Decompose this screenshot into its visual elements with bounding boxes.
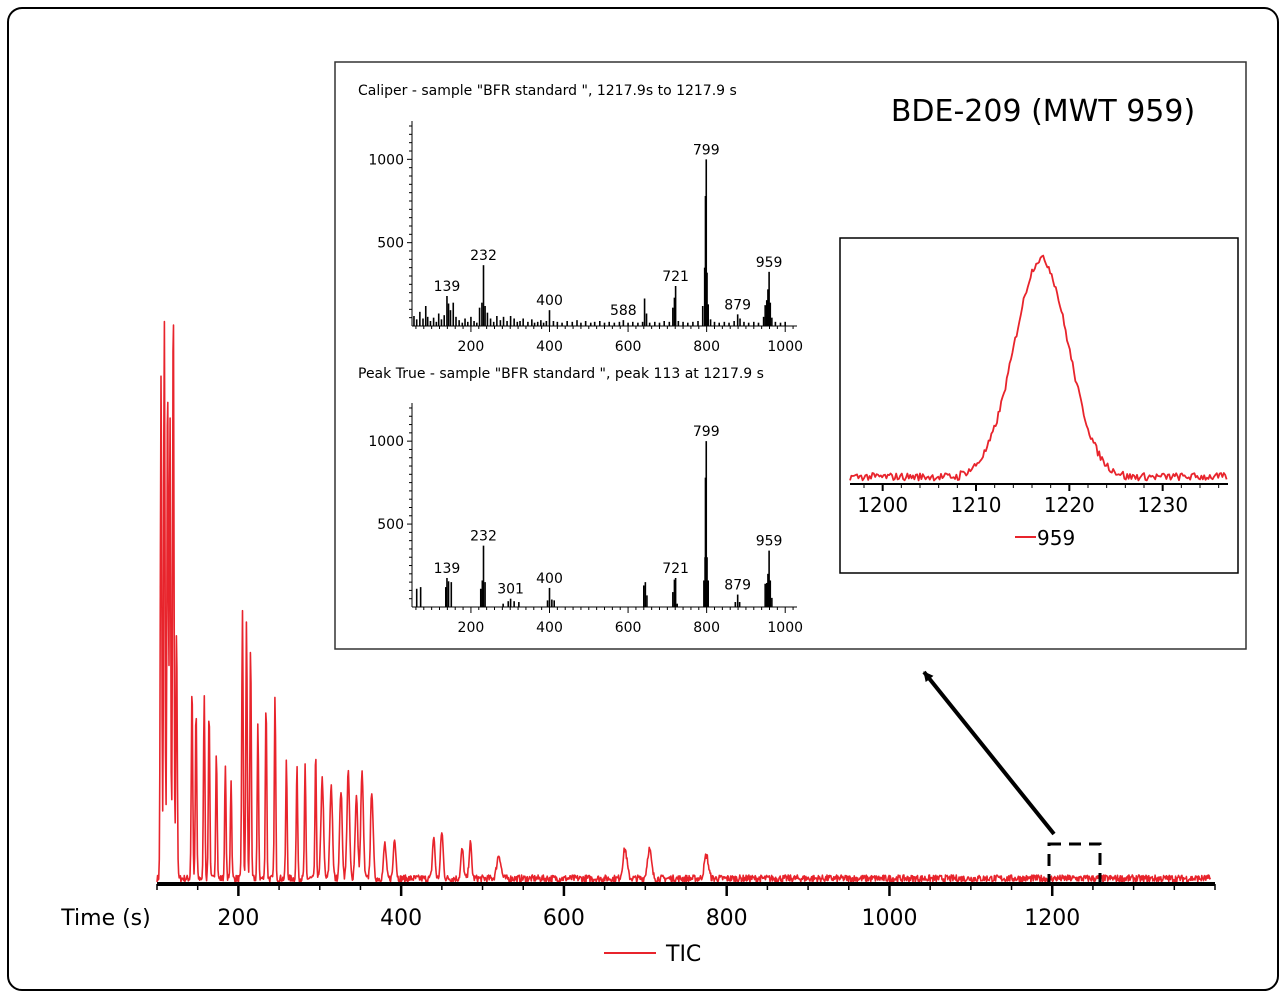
spectrum-x-tick-label: 600 <box>615 620 642 636</box>
legend-tic-label: TIC <box>665 942 701 967</box>
spectrum-peak-label: 139 <box>434 279 461 295</box>
series-959-line <box>849 254 1228 482</box>
spectrum-x-tick-label: 1000 <box>767 339 803 355</box>
main-x-tick-label: 400 <box>380 906 422 931</box>
spectrum-peak-label: 588 <box>610 303 637 319</box>
spectrum-x-tick-label: 400 <box>536 339 563 355</box>
spectrum-x-tick-label: 800 <box>693 620 720 636</box>
zoom-region-box <box>1047 842 1102 886</box>
peak-true-spectrum: Peak True - sample "BFR standard ", peak… <box>358 366 803 636</box>
ion-chromatogram-panel: 1200 1210 1220 1230 959 <box>839 237 1239 574</box>
spectrum-peak-label: 139 <box>434 561 461 577</box>
spectrum-peak-label: 400 <box>536 571 563 587</box>
spectrum-x-tick-label: 600 <box>615 339 642 355</box>
main-chart: 200 400 600 800 1000 1200 Time (s) TIC <box>60 320 1216 967</box>
caliper-spectrum-title: Caliper - sample "BFR standard ", 1217.9… <box>358 83 737 99</box>
caliper-spectrum-plot: 500 1000 200 400 600 800 1000 139 232 400 588 721 79… <box>368 121 803 355</box>
spectrum-y-tick-label: 1000 <box>368 434 404 450</box>
zoom-arrow <box>922 670 1056 836</box>
spectrum-x-tick-label: 200 <box>458 339 485 355</box>
spectrum-y-tick-label: 1000 <box>368 152 404 168</box>
main-x-tick-label: 600 <box>543 906 585 931</box>
spectrum-peak-label: 301 <box>497 582 524 598</box>
ion-x-tick-label: 1230 <box>1137 493 1188 517</box>
peak-true-spectrum-title: Peak True - sample "BFR standard ", peak… <box>358 366 764 382</box>
ion-x-tick-label: 1220 <box>1044 493 1095 517</box>
compound-title: BDE-209 (MWT 959) <box>891 94 1195 129</box>
main-x-tick-label: 1000 <box>861 906 917 931</box>
spectrum-peak-label: 799 <box>693 142 720 158</box>
spectrum-peak-label: 232 <box>470 248 497 264</box>
spectrum-peak-label: 959 <box>756 534 783 550</box>
main-legend: TIC <box>604 942 701 967</box>
ion-x-tick-label: 1200 <box>857 493 908 517</box>
main-x-axis-label: Time (s) <box>60 906 150 931</box>
spectrum-peak-label: 799 <box>693 424 720 440</box>
main-x-tick-label: 800 <box>706 906 748 931</box>
main-x-tick-label: 1200 <box>1024 906 1080 931</box>
spectrum-peak-label: 879 <box>724 297 751 313</box>
peak-true-spectrum-plot: 500 1000 200 400 600 800 1000 139 232 301 400 721 79… <box>368 403 803 636</box>
spectrum-peak-label: 721 <box>662 561 689 577</box>
inset-panel: BDE-209 (MWT 959) Caliper - sample "BFR … <box>334 61 1247 650</box>
spectrum-peak-label: 879 <box>724 578 751 594</box>
ion-x-tick-label: 1210 <box>951 493 1002 517</box>
ion-chromatogram-frame <box>839 237 1239 574</box>
legend-959-label: 959 <box>1037 526 1075 550</box>
spectrum-x-tick-label: 1000 <box>767 620 803 636</box>
spectrum-x-tick-label: 400 <box>536 620 563 636</box>
spectrum-peak-label: 959 <box>756 255 783 271</box>
spectrum-y-tick-label: 500 <box>377 236 404 252</box>
spectrum-x-tick-label: 200 <box>458 620 485 636</box>
series-tic-line <box>156 320 1212 883</box>
caliper-spectrum: Caliper - sample "BFR standard ", 1217.9… <box>358 83 803 355</box>
spectrum-peak-label: 400 <box>536 293 563 309</box>
main-x-ticks: 200 400 600 800 1000 1200 <box>156 884 1216 931</box>
ion-x-ticks: 1200 1210 1220 1230 <box>857 484 1220 517</box>
main-x-tick-label: 200 <box>217 906 259 931</box>
spectrum-x-tick-label: 800 <box>693 339 720 355</box>
spectrum-peak-label: 232 <box>470 529 497 545</box>
spectrum-peak-label: 721 <box>662 269 689 285</box>
spectrum-y-tick-label: 500 <box>377 517 404 533</box>
